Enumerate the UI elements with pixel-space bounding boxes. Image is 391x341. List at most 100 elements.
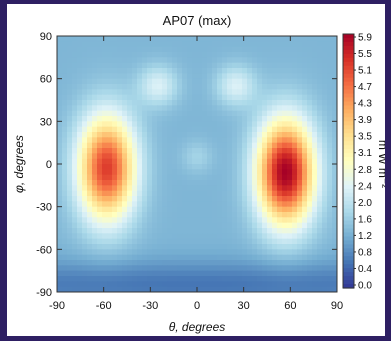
heatmap-cell (157, 180, 163, 186)
heatmap-cell (57, 116, 63, 122)
heatmap-cell (277, 206, 283, 213)
heatmap-cell (77, 270, 83, 277)
heatmap-cell (252, 206, 258, 213)
heatmap-cell (302, 174, 308, 181)
heatmap-cell (312, 116, 318, 122)
heatmap-cell (267, 110, 273, 117)
heatmap-cell (67, 46, 73, 53)
heatmap-cell (157, 142, 163, 149)
heatmap-cell (77, 100, 83, 106)
heatmap-cell (272, 254, 278, 261)
heatmap-cell (262, 73, 268, 80)
heatmap-cell (112, 62, 118, 69)
heatmap-cell (117, 110, 123, 117)
heatmap-cell (327, 36, 333, 42)
heatmap-cell (252, 110, 258, 117)
heatmap-cell (322, 89, 328, 96)
heatmap-cell (57, 121, 63, 128)
heatmap-cell (62, 201, 68, 208)
heatmap-cell (242, 100, 248, 106)
heatmap-cell (197, 196, 203, 202)
heatmap-cell (297, 233, 303, 240)
heatmap-cell (292, 110, 298, 117)
heatmap-cell (132, 68, 138, 74)
heatmap-cell (292, 286, 298, 292)
heatmap-cell (292, 222, 298, 229)
colorbar-segment (343, 141, 354, 146)
heatmap-cell (297, 89, 303, 96)
heatmap-cell (247, 148, 253, 154)
heatmap-cell (67, 89, 73, 96)
heatmap-cell (262, 174, 268, 181)
heatmap-cell (317, 238, 323, 245)
heatmap-cell (232, 217, 238, 224)
heatmap-cell (77, 121, 83, 128)
heatmap-cell (92, 148, 98, 154)
heatmap-cell (142, 52, 148, 58)
heatmap-cell (307, 36, 313, 42)
heatmap-cell (142, 174, 148, 181)
heatmap-cell (287, 281, 293, 288)
heatmap-cell (152, 52, 158, 58)
heatmap-cell (162, 244, 168, 250)
heatmap-cell (87, 286, 93, 292)
heatmap-cell (312, 137, 318, 144)
heatmap-cell (222, 84, 228, 90)
heatmap-cell (252, 132, 258, 138)
heatmap-cell (317, 142, 323, 149)
heatmap-cell (117, 276, 123, 282)
heatmap-cell (207, 228, 213, 234)
heatmap-cell (292, 52, 298, 58)
heatmap-cell (127, 153, 133, 160)
heatmap-cell (167, 142, 173, 149)
heatmap-cell (302, 36, 308, 42)
heatmap-cell (257, 126, 263, 133)
heatmap-cell (112, 169, 118, 176)
heatmap-cell (112, 84, 118, 90)
heatmap-cell (267, 265, 273, 272)
heatmap-cell (102, 68, 108, 74)
heatmap-cell (297, 217, 303, 224)
heatmap-cell (257, 180, 263, 186)
heatmap-cell (312, 62, 318, 69)
heatmap-cell (117, 233, 123, 240)
heatmap-cell (82, 238, 88, 245)
heatmap-cell (72, 185, 78, 192)
heatmap-cell (217, 41, 223, 48)
heatmap-cell (312, 174, 318, 181)
heatmap-cell (242, 222, 248, 229)
heatmap-cell (297, 180, 303, 186)
heatmap-cell (267, 228, 273, 234)
heatmap-cell (137, 36, 143, 42)
heatmap-cell (182, 84, 188, 90)
heatmap-cell (167, 36, 173, 42)
heatmap-cell (222, 222, 228, 229)
heatmap-cell (322, 233, 328, 240)
heatmap-cell (162, 62, 168, 69)
heatmap-cell (297, 62, 303, 69)
heatmap-cell (117, 142, 123, 149)
heatmap-cell (177, 52, 183, 58)
heatmap-cell (202, 196, 208, 202)
heatmap-cell (247, 89, 253, 96)
heatmap-cell (152, 260, 158, 266)
heatmap-cell (82, 110, 88, 117)
colorbar-segment (343, 73, 354, 79)
heatmap-cell (217, 84, 223, 90)
heatmap-cell (67, 244, 73, 250)
heatmap-cell (82, 244, 88, 250)
heatmap-cell (77, 233, 83, 240)
heatmap-cell (157, 148, 163, 154)
heatmap-cell (277, 68, 283, 74)
colorbar-segment (343, 208, 354, 214)
heatmap-cell (162, 57, 168, 64)
heatmap-cell (157, 244, 163, 250)
heatmap-cell (222, 281, 228, 288)
heatmap-cell (217, 164, 223, 170)
heatmap-cell (322, 265, 328, 272)
heatmap-cell (92, 57, 98, 64)
heatmap-cell (62, 121, 68, 128)
colorbar-ticks: 5.95.55.14.74.33.93.53.12.82.42.01.61.20… (354, 33, 372, 292)
heatmap-cell (152, 94, 158, 101)
heatmap-cell (67, 62, 73, 69)
